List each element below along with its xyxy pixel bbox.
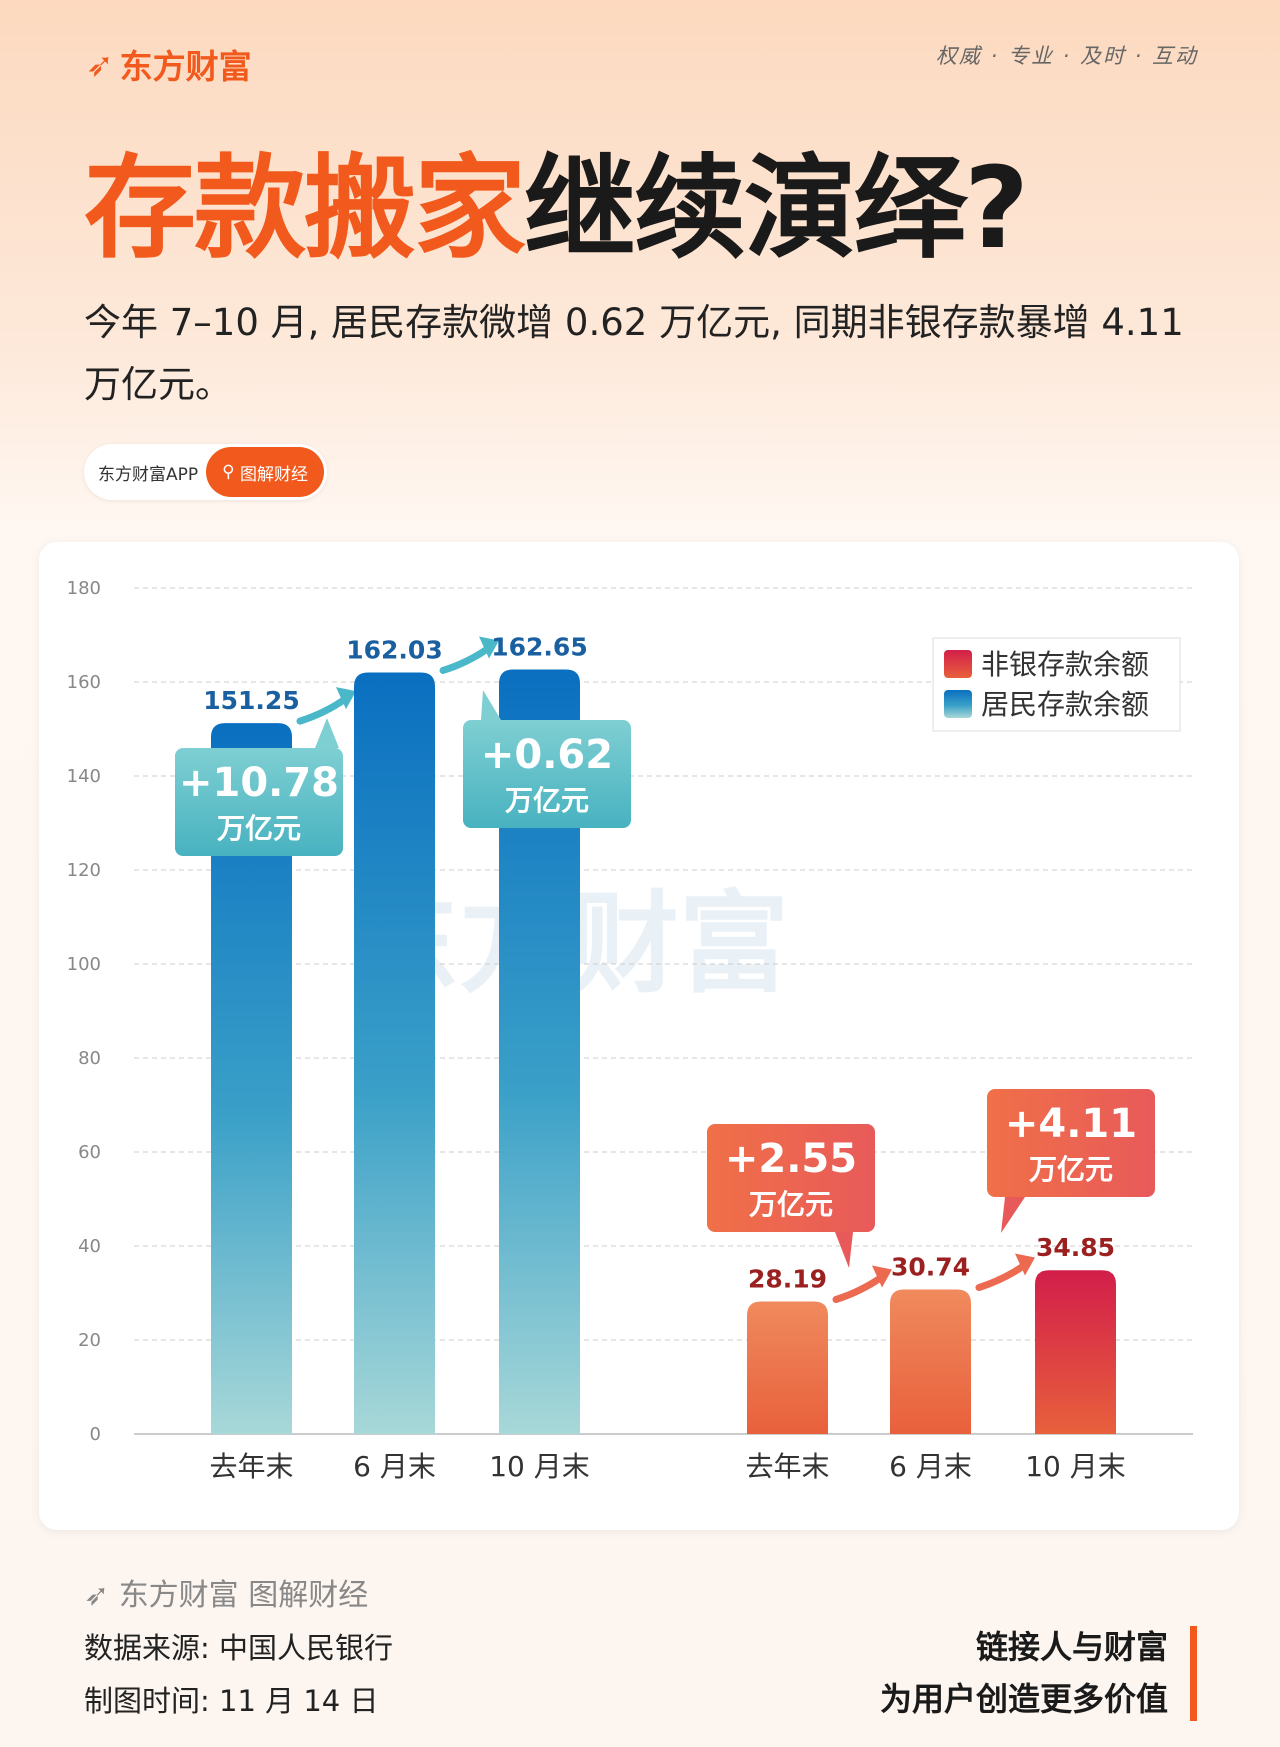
tagline: 为用户创造更多价值 (879, 1680, 1168, 1718)
x-tick-label: 10 月末 (489, 1450, 590, 1483)
y-tick-label: 20 (78, 1330, 101, 1351)
growth-arrow (975, 1262, 1028, 1292)
change-callout (707, 1124, 875, 1232)
title-rest: 继续演绎? (524, 144, 1029, 274)
arrow-head (1015, 1253, 1035, 1276)
search-icon: ⚲ (222, 462, 240, 482)
legend (932, 637, 1181, 732)
callout-unit: 万亿元 (1029, 1153, 1113, 1186)
callout-value: +0.62 (481, 732, 613, 778)
title-highlight: 存款搬家 (84, 144, 526, 274)
data-label: 162.03 (346, 635, 442, 664)
slogan: 权威 · 专业 · 及时 · 互动 (935, 44, 1198, 68)
growth-arrow (832, 1274, 885, 1304)
x-tick-label: 6 月末 (353, 1450, 436, 1483)
subtitle: 今年 7–10 月, 居民存款微增 0.62 万亿元, 同期非银存款暴增 4.1… (84, 301, 1184, 406)
x-tick-label: 6 月末 (889, 1450, 972, 1483)
callout-unit: 万亿元 (217, 812, 301, 845)
app-name: 东方财富APP (98, 464, 199, 485)
bar (1035, 1270, 1116, 1434)
change-callout (463, 720, 631, 828)
search-pill[interactable]: 东方财富APP ⚲ 图解财经 (84, 444, 327, 500)
logo-icon: ➶ (86, 44, 114, 84)
data-label: 151.25 (203, 686, 299, 715)
y-tick-label: 80 (78, 1048, 101, 1069)
bar (354, 672, 435, 1434)
bar (211, 723, 292, 1434)
page-title: 存款搬家继续演绎? (84, 118, 1029, 280)
y-tick-label: 0 (90, 1424, 101, 1445)
arrow-head (872, 1265, 892, 1288)
data-label: 34.85 (1036, 1233, 1115, 1262)
legend-label: 居民存款余额 (981, 688, 1149, 721)
callout-unit: 万亿元 (749, 1188, 833, 1221)
callout-pointer (481, 690, 501, 720)
callout-value: +10.78 (179, 760, 339, 806)
bar-chart: 东方财富020406080100120140160180151.25去年末162… (67, 578, 1193, 1483)
data-source: 数据来源: 中国人民银行 (84, 1631, 393, 1665)
chart-date: 制图时间: 11 月 14 日 (84, 1684, 379, 1718)
data-label: 162.65 (491, 633, 587, 662)
callout-value: +4.11 (1005, 1101, 1137, 1147)
arrow-head (479, 636, 499, 659)
y-tick-label: 60 (78, 1142, 101, 1163)
x-tick-label: 10 月末 (1025, 1450, 1126, 1483)
y-tick-label: 40 (78, 1236, 101, 1257)
accent-bar (1190, 1626, 1197, 1721)
logo-icon: ➶ (84, 1578, 119, 1613)
data-label: 28.19 (748, 1265, 827, 1294)
bar (890, 1289, 971, 1434)
legend-label: 非银存款余额 (981, 648, 1149, 681)
data-label: 30.74 (891, 1253, 970, 1282)
x-tick-label: 去年末 (745, 1450, 829, 1483)
growth-arrow (296, 695, 349, 725)
growth-arrow (439, 644, 492, 674)
footer-brand: ➶ 东方财富 图解财经 (84, 1578, 369, 1613)
callout-pointer (835, 1232, 853, 1268)
y-tick-label: 180 (67, 578, 101, 599)
x-tick-label: 去年末 (209, 1450, 293, 1483)
change-callout (987, 1089, 1155, 1197)
legend-swatch (944, 650, 972, 678)
bar (747, 1301, 828, 1434)
y-tick-label: 160 (67, 672, 101, 693)
y-tick-label: 120 (67, 860, 101, 881)
y-tick-label: 100 (67, 954, 101, 975)
callout-pointer (315, 718, 339, 748)
bar (499, 669, 580, 1434)
brand-logo: ➶ 东方财富 (86, 44, 252, 87)
arrow-head (336, 687, 356, 710)
y-tick-label: 140 (67, 766, 101, 787)
callout-value: +2.55 (725, 1136, 857, 1182)
callout-unit: 万亿元 (505, 784, 589, 817)
tagline: 链接人与财富 (975, 1628, 1168, 1666)
callout-pointer (1001, 1197, 1025, 1233)
legend-swatch (944, 690, 972, 718)
change-callout (175, 748, 343, 856)
search-button[interactable]: ⚲ 图解财经 (206, 447, 324, 497)
chart-card: 东方财富020406080100120140160180151.25去年末162… (39, 542, 1239, 1530)
